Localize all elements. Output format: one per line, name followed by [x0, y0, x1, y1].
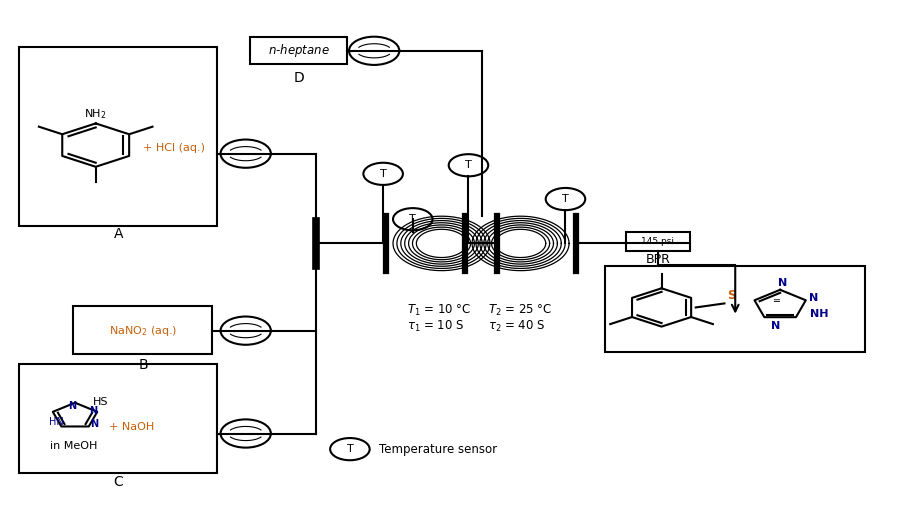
Text: N: N [90, 419, 98, 429]
Circle shape [449, 154, 488, 176]
Text: D: D [294, 71, 304, 85]
Text: $\tau_2$ = 40 S: $\tau_2$ = 40 S [488, 318, 546, 334]
Text: $T_2$ = 25 °C: $T_2$ = 25 °C [488, 302, 552, 317]
Text: $\tau_1$ = 10 S: $\tau_1$ = 10 S [407, 318, 465, 334]
Circle shape [330, 438, 369, 460]
Text: BPR: BPR [645, 253, 670, 266]
FancyBboxPatch shape [605, 266, 866, 352]
Text: $n$-heptane: $n$-heptane [268, 42, 330, 59]
FancyBboxPatch shape [250, 37, 347, 64]
Circle shape [221, 316, 271, 345]
Circle shape [393, 208, 432, 230]
FancyBboxPatch shape [73, 306, 213, 354]
Text: + HCl (aq.): + HCl (aq.) [143, 142, 205, 153]
Circle shape [363, 163, 403, 185]
Text: N: N [809, 294, 818, 303]
Text: HN: HN [49, 417, 64, 427]
Text: B: B [139, 358, 148, 373]
Text: N: N [68, 401, 77, 411]
Text: HS: HS [93, 397, 108, 407]
Circle shape [221, 419, 271, 448]
Text: Temperature sensor: Temperature sensor [378, 443, 496, 456]
Text: 145 psi: 145 psi [642, 237, 675, 246]
Text: A: A [114, 227, 123, 241]
Text: S: S [727, 289, 736, 302]
Text: NH$_2$: NH$_2$ [85, 107, 107, 121]
Text: T: T [465, 160, 472, 170]
FancyBboxPatch shape [19, 365, 217, 473]
Text: N: N [778, 278, 787, 288]
Text: T: T [379, 169, 387, 179]
Text: T: T [347, 444, 353, 454]
Circle shape [349, 37, 399, 65]
Text: T: T [562, 194, 569, 204]
FancyBboxPatch shape [19, 47, 217, 226]
Text: N: N [89, 406, 97, 416]
Text: N: N [771, 321, 780, 331]
Text: C: C [114, 475, 123, 489]
Circle shape [546, 188, 586, 210]
Text: NaNO$_2$ (aq.): NaNO$_2$ (aq.) [109, 323, 177, 338]
FancyBboxPatch shape [625, 232, 690, 251]
Text: NH: NH [810, 308, 828, 318]
Circle shape [221, 139, 271, 168]
Text: + NaOH: + NaOH [109, 422, 154, 432]
Text: T: T [409, 214, 416, 224]
Text: in MeOH: in MeOH [50, 441, 97, 451]
Text: ═: ═ [774, 296, 779, 306]
Text: $T_1$ = 10 °C: $T_1$ = 10 °C [407, 302, 471, 317]
